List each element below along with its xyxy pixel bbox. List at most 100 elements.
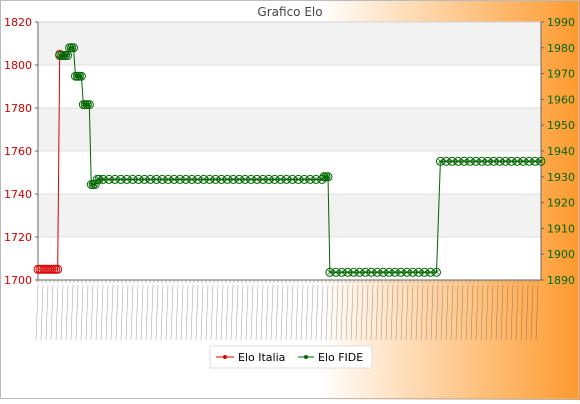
x-label-stroke xyxy=(430,284,434,341)
point-x-elo-fide xyxy=(159,177,165,182)
point-elo-fide xyxy=(110,174,120,184)
point-elo-fide xyxy=(355,267,364,277)
x-label-stroke xyxy=(250,284,254,341)
point-x-elo-fide xyxy=(290,177,295,182)
point-x-elo-fide xyxy=(136,177,141,182)
right-axis: 1890 1900 1910 1920 1930 1940 1950 1960 1970 1980… xyxy=(540,16,575,287)
point-elo-fide xyxy=(264,174,274,184)
x-label-stroke xyxy=(235,284,239,341)
x-label-stroke xyxy=(350,284,354,341)
x-label-stroke xyxy=(280,284,284,341)
left-tick-label: 1760 xyxy=(4,145,32,158)
point-x-elo-fide xyxy=(183,177,189,182)
point-elo-italia xyxy=(53,264,63,274)
x-label-stroke xyxy=(490,284,494,341)
x-label-stroke xyxy=(205,284,209,341)
point-x-elo-fide xyxy=(473,159,479,164)
x-label-stroke xyxy=(150,284,154,341)
x-label-stroke xyxy=(85,284,89,341)
point-x-elo-fide xyxy=(165,177,171,182)
x-label-stroke xyxy=(270,284,274,341)
x-label-stroke xyxy=(290,284,294,341)
point-x-elo-fide xyxy=(461,159,467,164)
plot-band xyxy=(38,108,541,151)
x-label-stroke xyxy=(65,284,69,341)
point-elo-fide xyxy=(408,267,418,277)
point-elo-fide xyxy=(384,267,394,277)
point-x-elo-fide xyxy=(444,159,449,164)
point-elo-fide xyxy=(506,156,516,166)
point-elo-fide xyxy=(151,174,161,184)
point-elo-fide xyxy=(157,174,167,184)
point-elo-fide xyxy=(518,156,528,166)
point-elo-fide xyxy=(69,43,78,53)
x-label-stroke xyxy=(305,284,309,341)
x-label-stroke xyxy=(230,284,234,341)
point-elo-fide xyxy=(258,174,268,184)
point-elo-fide xyxy=(414,267,424,277)
point-x-elo-fide xyxy=(449,159,455,164)
point-x-elo-fide xyxy=(491,159,496,164)
plot-band xyxy=(38,22,541,65)
x-label-stroke xyxy=(395,284,399,341)
point-elo-fide xyxy=(288,174,297,184)
x-label-stroke xyxy=(415,284,419,341)
point-elo-fide xyxy=(282,174,291,184)
point-elo-fide xyxy=(331,267,341,277)
point-x-elo-fide xyxy=(532,159,538,164)
point-x-elo-fide xyxy=(363,269,368,275)
point-elo-fide xyxy=(432,267,441,277)
right-tick-label: 1960 xyxy=(547,93,575,106)
point-elo-fide xyxy=(402,267,412,277)
point-elo-fide xyxy=(228,174,238,184)
right-tick-label: 1950 xyxy=(547,119,575,132)
x-label-stroke xyxy=(405,284,409,341)
point-elo-fide xyxy=(234,174,244,184)
point-elo-fide xyxy=(323,172,333,182)
point-elo-fide xyxy=(483,156,493,166)
legend-marker-elo-italia xyxy=(223,355,227,359)
point-x-elo-fide xyxy=(71,45,76,51)
plot-band xyxy=(38,151,541,194)
x-label-stroke xyxy=(105,284,109,341)
x-label-stroke xyxy=(35,284,39,341)
x-label-stroke xyxy=(450,284,454,341)
point-x-elo-fide xyxy=(118,177,124,182)
x-label-stroke xyxy=(130,284,134,341)
point-elo-fide xyxy=(435,156,445,166)
point-x-elo-fide xyxy=(369,269,374,275)
point-x-elo-fide xyxy=(207,177,212,182)
x-label-stroke xyxy=(160,284,164,341)
point-x-elo-fide xyxy=(467,159,473,164)
point-x-elo-fide xyxy=(515,159,520,164)
point-elo-fide xyxy=(512,156,522,166)
point-x-elo-fide xyxy=(177,177,183,182)
point-elo-fide xyxy=(477,156,487,166)
x-label-stroke xyxy=(185,284,189,341)
x-label-stroke xyxy=(80,284,84,341)
point-elo-fide xyxy=(252,174,262,184)
point-elo-fide xyxy=(134,174,144,184)
point-x-elo-fide xyxy=(77,73,82,79)
point-elo-fide xyxy=(396,267,406,277)
point-elo-fide xyxy=(205,174,215,184)
x-label-stroke xyxy=(435,284,439,341)
point-x-elo-fide xyxy=(130,177,135,182)
point-x-elo-fide xyxy=(242,177,248,182)
x-label-stroke xyxy=(110,284,114,341)
point-x-elo-fide xyxy=(213,177,218,182)
x-label-stroke xyxy=(320,284,324,341)
right-tick-label: 1900 xyxy=(547,248,575,261)
point-x-elo-fide xyxy=(455,159,461,164)
x-label-stroke xyxy=(355,284,359,341)
point-x-elo-fide xyxy=(142,177,147,182)
point-x-elo-fide xyxy=(124,177,130,182)
x-label-stroke xyxy=(505,284,509,341)
point-x-elo-fide xyxy=(410,269,416,275)
point-elo-fide xyxy=(76,71,86,81)
x-label-stroke xyxy=(220,284,224,341)
x-label-stroke xyxy=(455,284,459,341)
legend-label-elo-italia: Elo Italia xyxy=(238,351,285,364)
point-x-elo-fide xyxy=(422,269,427,275)
point-x-elo-fide xyxy=(538,159,544,164)
